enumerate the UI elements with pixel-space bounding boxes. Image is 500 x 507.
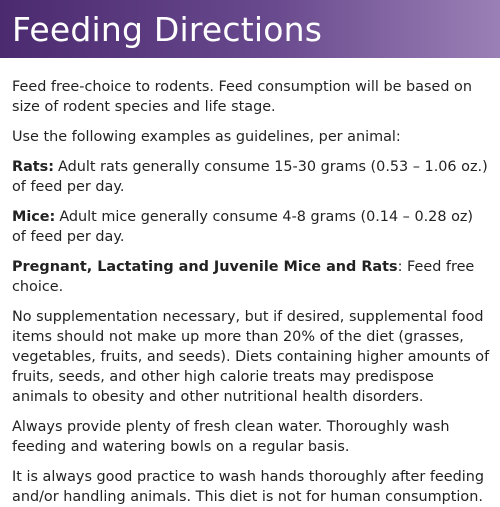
paragraph-text: Use the following examples as guidelines… xyxy=(12,129,401,145)
paragraph-label: Mice: xyxy=(12,209,56,225)
paragraph-text: It is always good practice to wash hands… xyxy=(12,469,485,505)
paragraph: No supplementation necessary, but if des… xyxy=(12,307,490,407)
paragraph: Use the following examples as guidelines… xyxy=(12,127,490,147)
content: Feed free-choice to rodents. Feed consum… xyxy=(0,58,500,507)
paragraph-text: Adult mice generally consume 4-8 grams (… xyxy=(12,209,474,245)
paragraph-text: Always provide plenty of fresh clean wat… xyxy=(12,419,450,455)
paragraph: Mice: Adult mice generally consume 4-8 gr… xyxy=(12,207,490,247)
paragraph-label: Pregnant, Lactating and Juvenile Mice an… xyxy=(12,259,398,275)
paragraph: Feed free-choice to rodents. Feed consum… xyxy=(12,77,490,117)
paragraph: Always provide plenty of fresh clean wat… xyxy=(12,417,490,457)
header-banner: Feeding Directions xyxy=(0,0,500,58)
paragraph-text: Feed free-choice to rodents. Feed consum… xyxy=(12,79,472,115)
paragraph-text: No supplementation necessary, but if des… xyxy=(12,309,490,405)
paragraph-text: : Feed free choice. xyxy=(12,259,475,295)
paragraph: It is always good practice to wash hands… xyxy=(12,467,490,507)
paragraph: Rats: Adult rats generally consume 15-30 … xyxy=(12,157,490,197)
paragraph-label: Rats: xyxy=(12,159,54,175)
title: Feeding Directions xyxy=(12,9,323,49)
paragraph-text: Adult rats generally consume 15-30 grams… xyxy=(12,159,488,195)
paragraph: Pregnant, Lactating and Juvenile Mice an… xyxy=(12,257,490,297)
